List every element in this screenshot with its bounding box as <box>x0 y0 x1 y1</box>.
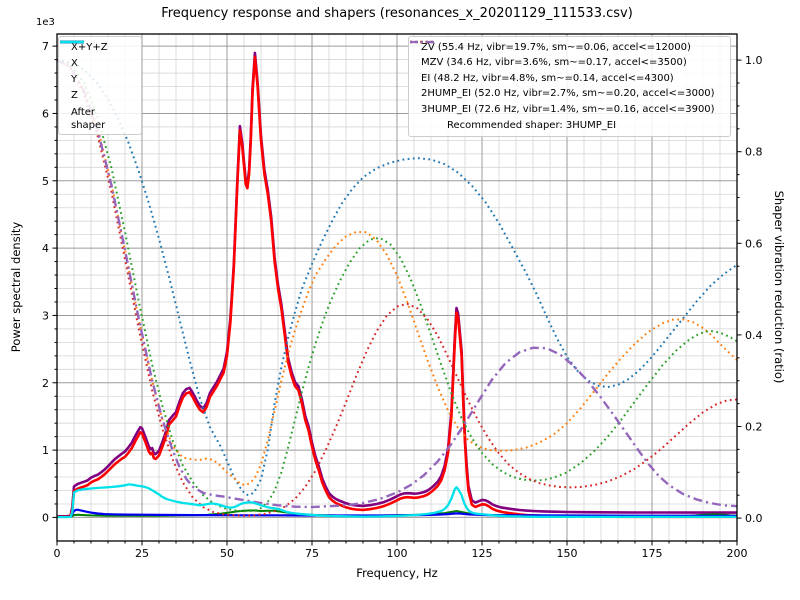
x-tick-label: 125 <box>472 547 493 560</box>
legend-item: 2HUMP_EI (52.0 Hz, vibr=2.7%, sm~=0.20, … <box>410 40 724 103</box>
legend-item-label: After shaper <box>71 107 106 131</box>
x-tick-label: 75 <box>305 547 319 560</box>
x-tick-label: 0 <box>54 547 61 560</box>
y-right-tick-label: 1.0 <box>745 54 763 67</box>
y-axis-left-label: Power spectral density <box>9 221 23 353</box>
y-right-tick-label: 0.0 <box>745 512 763 525</box>
x-tick-label: 100 <box>387 547 408 560</box>
y-left-tick-label: 1 <box>42 444 49 457</box>
chart-title: Frequency response and shapers (resonanc… <box>161 6 633 21</box>
recommended-shaper-note: Recommended shaper: 3HUMP_EI <box>415 118 724 134</box>
legend-item-label: Z <box>71 90 78 102</box>
legend-item-label: ZV (55.4 Hz, vibr=19.7%, sm~=0.06, accel… <box>421 41 691 53</box>
axis-ticks <box>52 45 742 546</box>
shaper-legend: ZV (55.4 Hz, vibr=19.7%, sm~=0.06, accel… <box>408 36 731 137</box>
legend-item-label: 3HUMP_EI (72.6 Hz, vibr=1.4%, sm~=0.16, … <box>421 103 715 115</box>
legend-item: X <box>60 40 135 72</box>
series-2hump-ei <box>57 59 737 517</box>
legend-item-label: X <box>71 58 78 70</box>
y-left-tick-label: 6 <box>42 107 49 120</box>
legend-item: Y <box>60 40 135 88</box>
legend-item: After shaper <box>60 40 135 135</box>
x-tick-label: 50 <box>220 547 234 560</box>
legend-item: EI (48.2 Hz, vibr=4.8%, sm~=0.14, accel<… <box>410 40 724 87</box>
legend-item: 3HUMP_EI (72.6 Hz, vibr=1.4%, sm~=0.16, … <box>410 40 724 118</box>
y-right-tick-label: 0.2 <box>745 421 763 434</box>
y-left-tick-label: 3 <box>42 309 49 322</box>
y-left-tick-label: 4 <box>42 242 49 255</box>
legend-item: Z <box>60 40 135 105</box>
y-left-tick-label: 0 <box>42 511 49 524</box>
legend-item: ZV (55.4 Hz, vibr=19.7%, sm~=0.06, accel… <box>410 40 724 56</box>
tick-labels: 0 25 50 75 100 125 150 175 200 0 1 2 3 4 5 6 7 0.0 0.2 0.4 0… <box>42 40 763 560</box>
y-axis-right-label: Shaper vibration reduction (ratio) <box>772 190 786 384</box>
y-right-tick-label: 0.4 <box>745 329 763 342</box>
series-x <box>57 55 737 519</box>
y-right-tick-label: 0.6 <box>745 237 763 250</box>
x-tick-label: 150 <box>557 547 578 560</box>
x-axis-label: Frequency, Hz <box>356 566 438 580</box>
recommended-shaper-text: Recommended shaper: 3HUMP_EI <box>447 119 617 131</box>
series-after-shaper <box>57 483 737 519</box>
legend-item-label: MZV (34.6 Hz, vibr=3.6%, sm~=0.17, accel… <box>421 57 687 69</box>
x-tick-label: 175 <box>642 547 663 560</box>
legend-item-label: Y <box>71 74 78 86</box>
series-zv <box>57 59 737 497</box>
x-tick-label: 25 <box>135 547 149 560</box>
series-mzv <box>57 59 737 487</box>
legend-item-label: 2HUMP_EI (52.0 Hz, vibr=2.7%, sm~=0.20, … <box>421 88 715 100</box>
y-right-tick-label: 0.8 <box>745 146 763 159</box>
y-left-tick-label: 5 <box>42 175 49 188</box>
legend-item-label: X+Y+Z <box>71 41 108 53</box>
psd-legend: X+Y+Z X Y Z After shaper <box>58 36 142 135</box>
y-left-tick-label: 7 <box>42 40 49 53</box>
y-axis-offset-text: 1e3 <box>36 17 55 28</box>
x-tick-label: 200 <box>727 547 748 560</box>
legend-item-label: EI (48.2 Hz, vibr=4.8%, sm~=0.14, accel<… <box>421 72 674 84</box>
y-left-tick-label: 2 <box>42 377 49 390</box>
legend-item: MZV (34.6 Hz, vibr=3.6%, sm~=0.17, accel… <box>410 40 724 72</box>
